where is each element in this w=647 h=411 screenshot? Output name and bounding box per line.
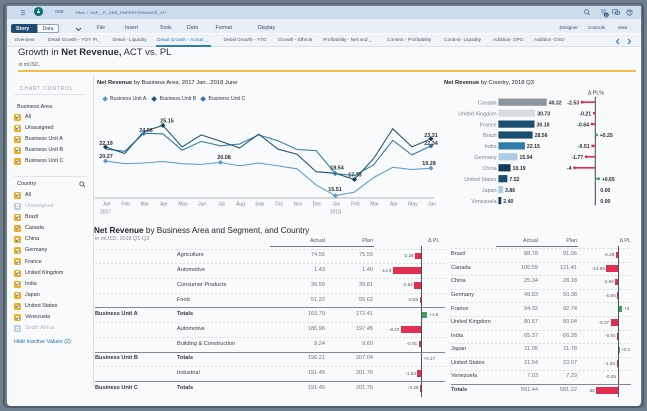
- svg-text:Canada: Canada: [478, 100, 497, 106]
- svg-text:Brazil: Brazil: [483, 133, 496, 139]
- svg-text:25.15: 25.15: [160, 119, 174, 125]
- svg-text:United States: United States: [464, 177, 497, 183]
- svg-text:22.15: 22.15: [527, 144, 540, 150]
- svg-text:-0.64: -0.64: [577, 122, 589, 128]
- svg-text:24.06: 24.06: [139, 128, 153, 134]
- svg-text:May: May: [178, 202, 188, 208]
- svg-text:15.94: 15.94: [520, 155, 533, 161]
- svg-text:Germany: Germany: [474, 155, 496, 161]
- svg-text:-0.21: -0.21: [579, 111, 591, 117]
- svg-text:Jun: Jun: [428, 202, 436, 208]
- svg-text:Feb: Feb: [351, 202, 360, 208]
- svg-text:Sep: Sep: [255, 202, 264, 208]
- svg-text:19.28: 19.28: [422, 161, 436, 167]
- svg-text:India: India: [485, 144, 497, 150]
- svg-text:-0.51: -0.51: [578, 144, 590, 150]
- svg-text:2018: 2018: [330, 210, 341, 216]
- svg-text:+0.25: +0.25: [600, 133, 613, 139]
- svg-text:United Kingdom: United Kingdom: [458, 111, 497, 117]
- svg-text:3.86: 3.86: [505, 188, 515, 194]
- svg-text:18.54: 18.54: [330, 166, 344, 172]
- svg-text:40.32: 40.32: [549, 100, 562, 106]
- svg-text:Apr: Apr: [390, 202, 398, 208]
- svg-text:Dec: Dec: [313, 202, 322, 208]
- svg-text:30.10: 30.10: [537, 122, 550, 128]
- svg-text:Japan: Japan: [482, 188, 497, 194]
- svg-text:-1.77: -1.77: [571, 155, 583, 161]
- svg-text:0: 0: [605, 12, 608, 17]
- svg-text:30.73: 30.73: [537, 111, 550, 117]
- svg-text:0.00: 0.00: [600, 199, 610, 205]
- svg-text:20.27: 20.27: [99, 154, 113, 160]
- svg-text:Feb: Feb: [121, 202, 130, 208]
- svg-text:Venezuela: Venezuela: [471, 199, 496, 205]
- svg-text:17.73: 17.73: [348, 173, 362, 179]
- svg-text:10.19: 10.19: [513, 166, 526, 172]
- svg-text:Apr: Apr: [160, 202, 168, 208]
- svg-text:Δ PL%: Δ PL%: [588, 91, 604, 97]
- svg-text:2017: 2017: [100, 210, 111, 216]
- svg-text:-2.53: -2.53: [567, 100, 579, 106]
- svg-text:22.34: 22.34: [424, 141, 438, 147]
- svg-text:0.00: 0.00: [600, 188, 610, 194]
- svg-text:Oct: Oct: [275, 202, 283, 208]
- svg-text:22.19: 22.19: [99, 141, 113, 147]
- svg-text:23.31: 23.31: [424, 133, 438, 139]
- svg-text:Mar: Mar: [140, 202, 149, 208]
- svg-text:Jul: Jul: [218, 202, 224, 208]
- svg-text:May: May: [408, 202, 418, 208]
- svg-text:China: China: [483, 166, 497, 172]
- svg-text:Jun: Jun: [198, 202, 206, 208]
- svg-text:Jan: Jan: [332, 202, 340, 208]
- svg-text:Mar: Mar: [370, 202, 379, 208]
- svg-text:2.40: 2.40: [503, 199, 513, 205]
- svg-text:Nov: Nov: [294, 202, 303, 208]
- svg-text:15.51: 15.51: [328, 187, 342, 193]
- svg-text:Jan: Jan: [102, 202, 110, 208]
- svg-text:Aug: Aug: [236, 202, 245, 208]
- svg-text:+0.65: +0.65: [602, 177, 615, 183]
- svg-text:France: France: [480, 122, 497, 128]
- svg-text:7.52: 7.52: [509, 177, 519, 183]
- svg-text:20.08: 20.08: [217, 155, 231, 161]
- svg-text:28.56: 28.56: [535, 133, 548, 139]
- svg-text:-4: -4: [567, 166, 572, 172]
